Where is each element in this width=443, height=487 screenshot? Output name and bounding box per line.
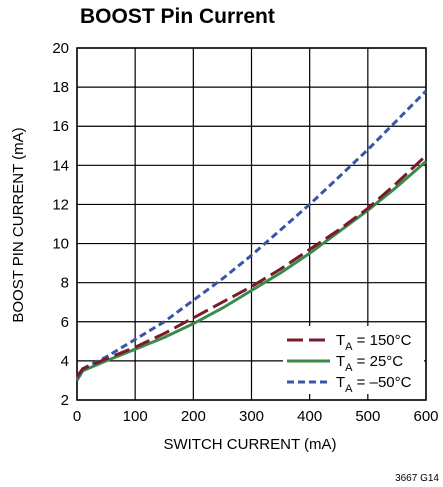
y-tick-label: 12 [52, 196, 69, 213]
chart-title: BOOST Pin Current [80, 5, 275, 28]
series-line-1 [75, 160, 427, 382]
legend-label-main: T [336, 332, 345, 349]
legend-label-main: T [336, 374, 345, 391]
x-tick-label: 500 [355, 408, 380, 425]
x-tick-label: 400 [297, 408, 322, 425]
legend-label-rest: = 150°C [353, 332, 412, 349]
legend-label-main: T [336, 353, 345, 370]
legend-label-0: TA = 150°C [336, 332, 412, 353]
x-tick-label: 300 [239, 408, 264, 425]
series-line-2 [75, 89, 428, 380]
x-tick-labels: 0 100 200 300 400 500 600 [73, 408, 439, 425]
y-tick-label: 10 [52, 236, 69, 253]
x-tick-label: 0 [73, 408, 81, 425]
legend-label-subscript: A [345, 362, 353, 374]
y-tick-label: 6 [61, 314, 69, 331]
y-axis-label: BOOST PIN CURRENT (mA) [10, 127, 27, 322]
legend-label-1: TA = 25°C [336, 353, 403, 374]
legend: TA = 150°CTA = 25°CTA = –50°C [283, 326, 424, 395]
y-tick-label: 16 [52, 118, 69, 135]
series-layer [75, 89, 428, 382]
y-tick-label: 14 [52, 157, 69, 174]
x-tick-label: 600 [413, 408, 438, 425]
y-tick-label: 8 [61, 275, 69, 292]
x-axis-label: SWITCH CURRENT (mA) [163, 436, 336, 453]
legend-label-subscript: A [345, 383, 353, 395]
legend-label-2: TA = –50°C [336, 374, 412, 395]
x-tick-label: 200 [181, 408, 206, 425]
y-tick-label: 20 [52, 40, 69, 57]
legend-label-rest: = –50°C [353, 374, 412, 391]
y-tick-labels: 2 4 6 8 10 12 14 16 18 20 [52, 40, 69, 409]
figure-id: 3667 G14 [395, 473, 439, 484]
y-tick-label: 2 [61, 392, 69, 409]
y-tick-label: 18 [52, 79, 69, 96]
series-line-0 [75, 154, 428, 378]
x-tick-label: 100 [123, 408, 148, 425]
y-tick-label: 4 [61, 353, 69, 370]
plot-frame [76, 47, 427, 401]
legend-label-rest: = 25°C [353, 353, 404, 370]
legend-label-subscript: A [345, 341, 353, 353]
